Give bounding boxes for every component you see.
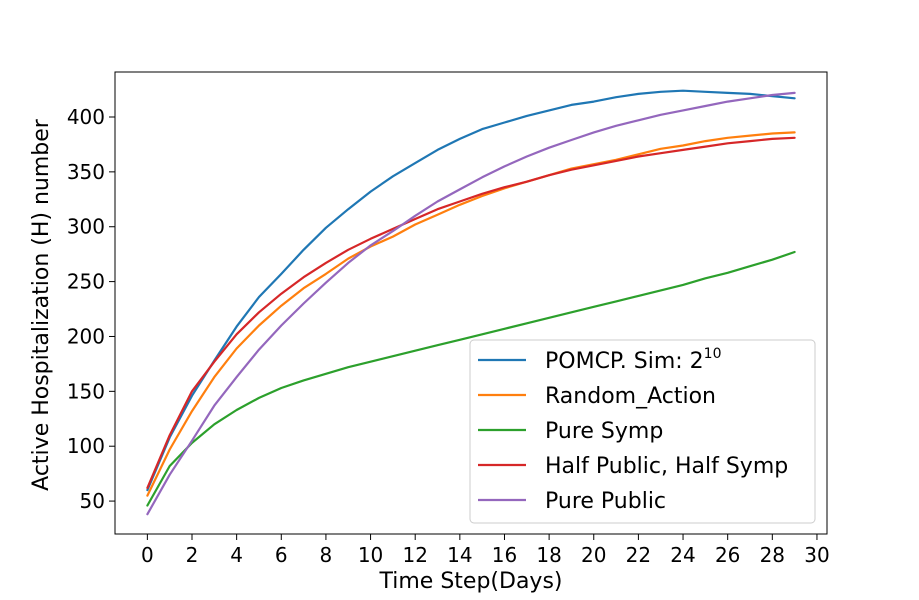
legend-label-1: POMCP. Sim: 210 xyxy=(545,346,722,374)
x-tick-label: 22 xyxy=(626,543,651,567)
x-tick-label: 28 xyxy=(760,543,785,567)
y-tick-label: 150 xyxy=(67,379,105,403)
x-tick-label: 16 xyxy=(492,543,517,567)
legend-label-text: Pure Symp xyxy=(545,419,663,444)
y-tick-label: 400 xyxy=(67,105,105,129)
y-tick-label: 200 xyxy=(67,324,105,348)
x-tick-label: 18 xyxy=(536,543,561,567)
legend: POMCP. Sim: 210 Random_Action Pure Symp Hal… xyxy=(469,339,816,524)
legend-label-2: Random_Action xyxy=(545,384,716,409)
x-tick-label: 6 xyxy=(275,543,288,567)
legend-label-text: POMCP. Sim: 2 xyxy=(545,349,704,374)
legend-label-3: Pure Symp xyxy=(545,419,663,444)
y-tick-label: 300 xyxy=(67,215,105,239)
x-tick-label: 4 xyxy=(230,543,243,567)
x-tick-label: 24 xyxy=(670,543,695,567)
series-line-2 xyxy=(146,131,796,497)
plot-frame xyxy=(114,71,828,535)
x-tick-label: 20 xyxy=(581,543,606,567)
y-axis-label: Active Hospitalization (H) number xyxy=(29,118,54,491)
y-tick-label: 100 xyxy=(67,434,105,458)
x-tick-label: 8 xyxy=(320,543,333,567)
series-layer xyxy=(146,89,796,516)
x-axis-label: Time Step(Days) xyxy=(379,569,563,594)
y-tick-label: 50 xyxy=(80,489,105,513)
series-line-5 xyxy=(146,91,796,516)
x-tick-label: 26 xyxy=(715,543,740,567)
legend-label-text: Random_Action xyxy=(545,384,716,409)
series-line-4 xyxy=(146,136,796,489)
legend-label-text: Half Public, Half Symp xyxy=(545,454,788,479)
series-line-3 xyxy=(146,250,796,507)
x-tick-label: 2 xyxy=(186,543,199,567)
legend-label-5: Pure Public xyxy=(545,489,666,514)
x-tick-label: 0 xyxy=(141,543,154,567)
x-tick-label: 10 xyxy=(358,543,383,567)
legend-label-superscript: 10 xyxy=(704,346,722,362)
y-axis: 50 100 150 200 250 300 350 400 xyxy=(67,105,115,513)
x-tick-label: 12 xyxy=(402,543,427,567)
legend-label-4: Half Public, Half Symp xyxy=(545,454,788,479)
x-tick-label: 30 xyxy=(804,543,829,567)
x-axis: 0 2 4 6 8 10 12 14 16 18 20 22 24 26 28 30 xyxy=(141,534,830,567)
x-tick-label: 14 xyxy=(447,543,472,567)
legend-label-text: Pure Public xyxy=(545,489,666,514)
y-tick-label: 250 xyxy=(67,270,105,294)
series-line-1 xyxy=(146,89,796,492)
legend-frame xyxy=(469,339,816,524)
y-tick-label: 350 xyxy=(67,160,105,184)
